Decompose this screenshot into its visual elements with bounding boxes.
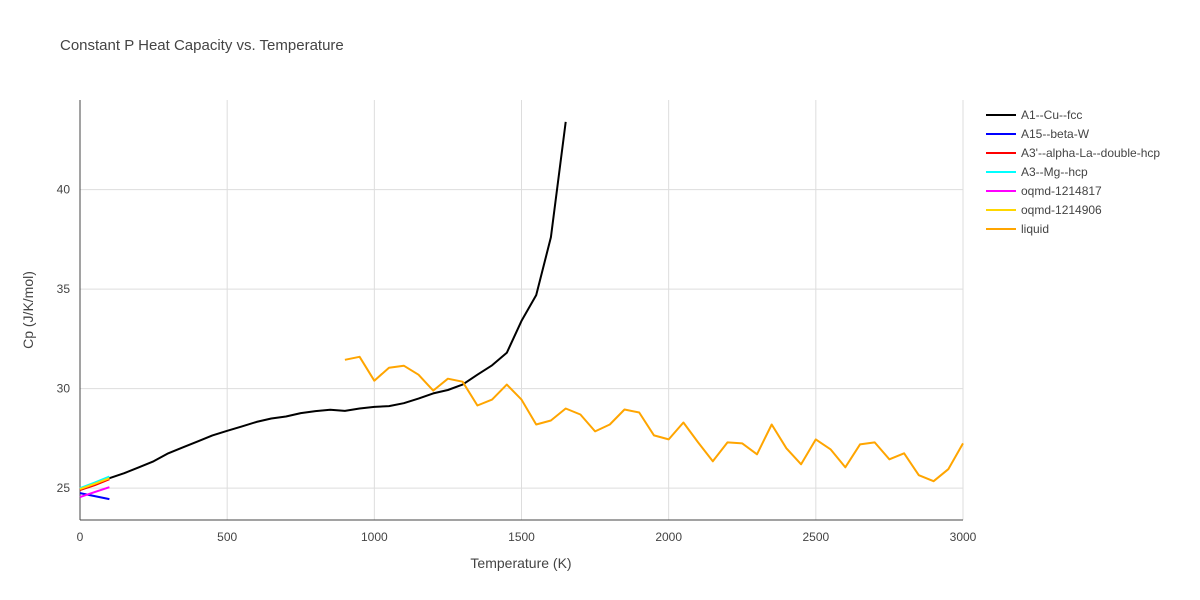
legend-label: A3--Mg--hcp <box>1021 165 1088 179</box>
x-tick-label: 500 <box>217 530 237 544</box>
gridlines <box>80 100 964 520</box>
series-line-a15-beta-w <box>79 492 110 501</box>
legend-item-a3-alpha-la-double-hcp[interactable]: A3'--alpha-La--double-hcp <box>986 146 1160 160</box>
legend-item-liquid[interactable]: liquid <box>986 222 1049 236</box>
legend-label: A3'--alpha-La--double-hcp <box>1021 146 1160 160</box>
series-line-a3-alpha-la-double-hcp <box>79 478 110 492</box>
x-tick-label: 3000 <box>950 530 977 544</box>
legend-label: liquid <box>1021 222 1049 236</box>
series-line-a1-cu-fcc <box>79 121 567 491</box>
series-line-oqmd-1214817 <box>79 486 110 499</box>
series-lines <box>79 121 964 501</box>
series-line-liquid <box>344 355 964 483</box>
legend-item-oqmd-1214817[interactable]: oqmd-1214817 <box>986 184 1102 198</box>
legend-item-a3-mg-hcp[interactable]: A3--Mg--hcp <box>986 165 1088 179</box>
legend-label: A15--beta-W <box>1021 127 1090 141</box>
legend-label: A1--Cu--fcc <box>1021 108 1082 122</box>
legend[interactable]: A1--Cu--fcc A15--beta-W A3'--alpha-La--dou… <box>986 108 1160 236</box>
x-axis-label: Temperature (K) <box>470 555 571 571</box>
y-tick-label: 25 <box>57 481 71 495</box>
legend-item-oqmd-1214906[interactable]: oqmd-1214906 <box>986 203 1102 217</box>
y-tick-label: 30 <box>57 382 71 396</box>
x-tick-label: 1500 <box>508 530 535 544</box>
legend-label: oqmd-1214906 <box>1021 203 1102 217</box>
legend-item-a15-beta-w[interactable]: A15--beta-W <box>986 127 1090 141</box>
chart-title: Constant P Heat Capacity vs. Temperature <box>60 37 344 54</box>
legend-label: oqmd-1214817 <box>1021 184 1102 198</box>
y-tick-label: 40 <box>57 183 71 197</box>
legend-item-a1-cu-fcc[interactable]: A1--Cu--fcc <box>986 108 1082 122</box>
x-tick-label: 0 <box>77 530 84 544</box>
y-tick-label: 35 <box>57 282 71 296</box>
series-line-oqmd-1214906 <box>79 477 110 491</box>
x-tick-label: 2500 <box>802 530 829 544</box>
y-axis-label: Cp (J/K/mol) <box>20 271 36 349</box>
x-tick-label: 2000 <box>655 530 682 544</box>
x-tick-label: 1000 <box>361 530 388 544</box>
axes: 0 500 1000 1500 2000 2500 3000 25 30 35 40 <box>57 100 977 544</box>
